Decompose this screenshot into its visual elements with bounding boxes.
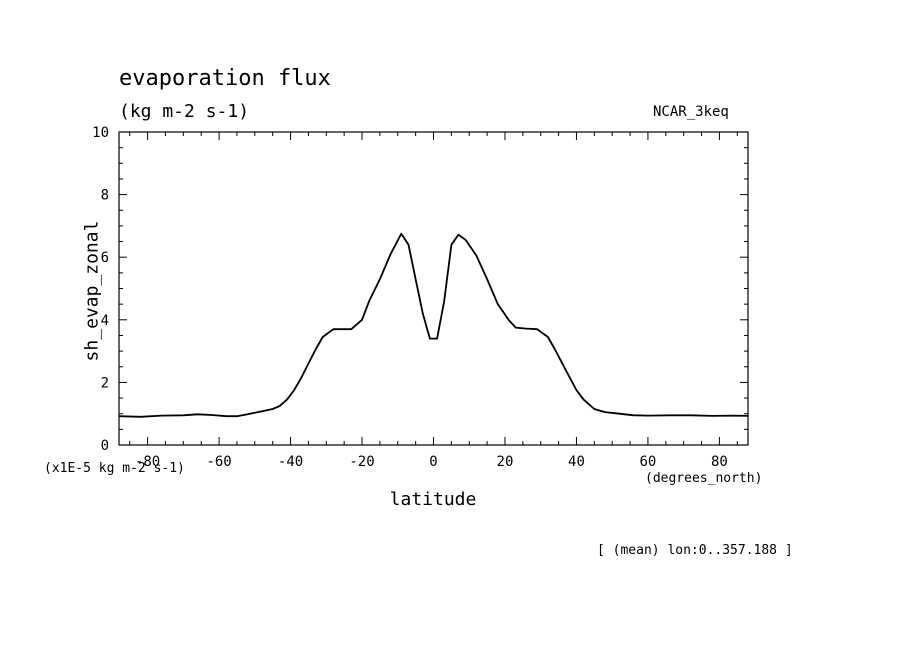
y-scale-note: (x1E-5 kg m-2 s-1) <box>44 461 185 476</box>
x-tick-label: 60 <box>640 454 657 470</box>
x-tick-label: 80 <box>711 454 728 470</box>
y-tick-label: 8 <box>101 188 109 204</box>
x-axis-label: latitude <box>389 489 477 510</box>
x-tick-label: -40 <box>278 454 303 470</box>
y-tick-label: 6 <box>101 250 109 266</box>
y-tick-label: 2 <box>101 375 109 391</box>
plot-frame <box>118 131 749 446</box>
averaging-note: [ (mean) lon:0..357.188 ] <box>597 543 793 558</box>
x-tick-label: -20 <box>349 454 374 470</box>
y-tick-label: 4 <box>101 313 109 329</box>
series-line-0 <box>118 232 749 418</box>
chart-units: (kg m-2 s-1) <box>119 101 250 122</box>
y-tick-label: 0 <box>101 438 109 454</box>
series-lines <box>118 232 749 418</box>
axes <box>118 131 749 446</box>
x-tick-label: 20 <box>497 454 514 470</box>
x-tick-label: -60 <box>206 454 231 470</box>
y-tick-label: 10 <box>92 125 109 141</box>
chart-title: evaporation flux <box>119 66 331 91</box>
x-units-note: (degrees_north) <box>645 471 763 486</box>
x-tick-label: -80 <box>135 454 160 470</box>
tick-labels: -80 -60 -40 -20 0 20 40 60 80 0 2 4 6 8 10 <box>92 125 728 470</box>
model-label: NCAR_3keq <box>653 104 729 120</box>
x-tick-label: 40 <box>568 454 585 470</box>
x-tick-label: 0 <box>429 454 437 470</box>
